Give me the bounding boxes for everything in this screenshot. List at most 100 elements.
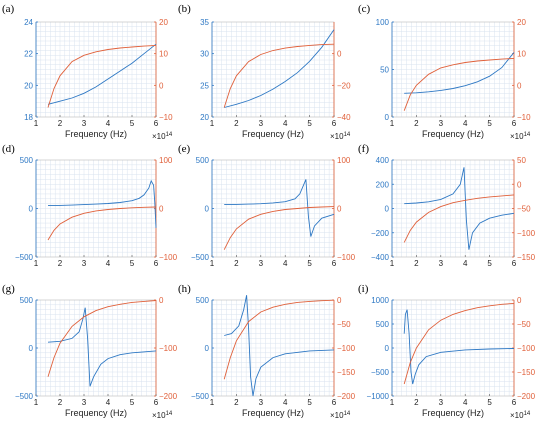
x-tick-label: 6 [154, 398, 159, 407]
x-tick-label: 2 [234, 119, 239, 128]
y-left-tick-label: 0 [385, 205, 390, 214]
y-left-tick-label: 500 [376, 320, 390, 329]
y-left-tick-label: 500 [196, 156, 210, 165]
y-right-tick-label: 50 [517, 156, 526, 165]
y-right-tick-label: −10 [159, 113, 173, 122]
x-tick-label: 6 [512, 119, 517, 128]
y-left-tick-label: 400 [376, 156, 390, 165]
series-line-blue [224, 295, 335, 397]
y-left-tick-label: −500 [191, 253, 210, 262]
chart-panel-6: (f) 1 2 3 4 5 6 −400 −200 0 200 400 −150 −100 −50 0 50 [358, 143, 536, 268]
series-line-orange [403, 194, 515, 243]
y-right-tick-label: −100 [517, 344, 536, 353]
panel-label: (h) [178, 283, 191, 295]
chart-panel-8: (h)1 2 3 4 5 6−5000500−200−150−100−500Frequen… [178, 283, 356, 420]
x-tick-label: 2 [414, 398, 419, 407]
y-left-tick-label: 1000 [371, 296, 389, 305]
x-axis-multiplier: ×1014 [330, 411, 351, 420]
x-axis-label: Frequency (Hz) [65, 408, 127, 418]
x-tick-label: 4 [283, 259, 288, 268]
y-right-tick-label: 0 [517, 296, 522, 305]
x-tick-label: 2 [414, 119, 419, 128]
y-left-tick-label: 24 [24, 18, 33, 27]
series-line-orange [223, 299, 335, 380]
y-right-tick-label: −150 [517, 253, 536, 262]
panel-label: (d) [2, 143, 15, 155]
y-right-tick-label: 0 [159, 81, 164, 90]
chart-panel-9: (i)1 2 3 4 5 6−1000−50005001000−200−150−100−5… [358, 283, 536, 420]
x-tick-label: 6 [332, 259, 337, 268]
x-tick-label: 2 [58, 259, 63, 268]
y-right-tick-label: −150 [517, 368, 536, 377]
y-left-tick-label: −500 [371, 368, 390, 377]
y-right-tick-label: 100 [159, 156, 173, 165]
y-right-tick-label: −100 [159, 253, 178, 262]
x-tick-label: 5 [307, 119, 312, 128]
y-right-tick-label: 0 [337, 205, 342, 214]
x-tick-label: 6 [332, 398, 337, 407]
y-left-tick-label: 500 [196, 296, 210, 305]
y-left-tick-label: 500 [20, 156, 34, 165]
y-left-tick-label: 20 [24, 81, 33, 90]
x-tick-label: 3 [259, 119, 264, 128]
x-tick-label: 5 [130, 119, 135, 128]
panel-label: (b) [178, 3, 191, 15]
x-tick-label: 2 [234, 398, 239, 407]
y-left-tick-label: 18 [24, 113, 33, 122]
x-tick-label: 3 [439, 398, 444, 407]
x-tick-label: 5 [487, 259, 492, 268]
x-tick-label: 1 [210, 119, 215, 128]
x-tick-label: 3 [82, 398, 87, 407]
y-right-tick-label: 0 [517, 180, 522, 189]
series-line-orange [403, 57, 515, 111]
x-tick-label: 3 [259, 259, 264, 268]
series-line-blue [47, 307, 157, 387]
panel-label: (f) [358, 143, 369, 155]
series-line-blue [404, 167, 515, 250]
y-left-tick-label: 200 [376, 180, 390, 189]
x-axis-multiplier: ×1014 [152, 132, 173, 141]
x-tick-label: 6 [512, 398, 517, 407]
y-right-tick-label: −150 [337, 368, 356, 377]
series-line-blue [47, 179, 157, 228]
x-axis-multiplier-exponent: 14 [344, 132, 351, 138]
y-right-tick-label: −50 [517, 205, 531, 214]
y-left-tick-label: −1000 [367, 392, 390, 401]
y-right-tick-label: 0 [159, 205, 164, 214]
x-tick-label: 5 [487, 119, 492, 128]
x-tick-label: 1 [210, 259, 215, 268]
y-left-tick-label: −400 [371, 253, 390, 262]
series-line-blue [224, 179, 335, 237]
y-left-tick-label: 22 [24, 50, 33, 59]
y-right-tick-label: −40 [337, 113, 351, 122]
series-line-orange [403, 302, 515, 385]
x-tick-label: 5 [307, 398, 312, 407]
x-tick-label: 1 [34, 119, 39, 128]
panel-label: (g) [2, 283, 15, 295]
x-axis-multiplier-exponent: 14 [524, 411, 531, 417]
x-tick-label: 3 [82, 119, 87, 128]
y-right-tick-label: 10 [517, 50, 526, 59]
x-tick-label: 4 [106, 259, 111, 268]
series-line-orange [47, 300, 157, 377]
x-tick-label: 5 [307, 259, 312, 268]
y-right-tick-label: 0 [159, 296, 164, 305]
x-tick-label: 2 [58, 119, 63, 128]
y-right-tick-label: −100 [337, 344, 356, 353]
y-left-tick-label: −200 [371, 229, 390, 238]
x-axis-multiplier: ×1014 [510, 132, 531, 141]
y-left-tick-label: 500 [20, 296, 34, 305]
x-tick-label: 3 [259, 398, 264, 407]
x-tick-label: 4 [106, 398, 111, 407]
x-axis-multiplier-exponent: 14 [344, 411, 351, 417]
x-tick-label: 5 [130, 259, 135, 268]
y-left-tick-label: 30 [200, 50, 209, 59]
x-axis-multiplier: ×1014 [510, 411, 531, 420]
y-right-tick-label: 20 [517, 18, 526, 27]
x-tick-label: 3 [439, 259, 444, 268]
y-right-tick-label: 10 [159, 50, 168, 59]
x-tick-label: 2 [234, 259, 239, 268]
chart-panel-3: (c) 1 2 3 4 5 6 0 50 100 −10 0 10 20 Frequency (Hz) ×10… [358, 3, 531, 141]
panel-label: (e) [178, 143, 191, 155]
